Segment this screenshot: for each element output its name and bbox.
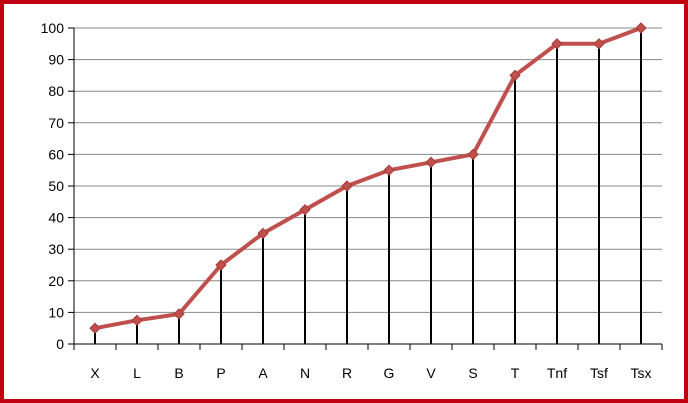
x-tick-label: Tsx [631,365,652,381]
x-tick-label: B [174,365,183,381]
data-point-L [131,314,143,327]
data-point-Tnf [551,38,563,50]
x-tick-label: R [342,365,352,381]
x-tick-label: G [384,365,395,381]
y-tick-label: 50 [48,178,64,194]
data-point-B [173,308,185,320]
gridlines [74,27,662,313]
y-tick-label: 40 [48,210,64,226]
x-tick-label: L [133,365,141,381]
data-point-G [383,164,395,176]
y-tick-label: 100 [41,20,65,36]
data-point-R [341,180,353,192]
y-tick-label: 10 [48,304,64,320]
data-point-S [467,148,479,161]
series-line [93,26,643,331]
data-point-V [425,156,437,169]
data-point-P [215,259,227,271]
x-tick-label: S [468,365,477,381]
drop-lines [94,28,642,344]
x-tick-label: A [258,365,268,381]
y-tick-label: 30 [48,241,64,257]
x-tick-label: P [216,365,225,381]
data-point-X [89,322,101,334]
data-point-Tsx [635,22,647,34]
y-tick-label: 80 [48,83,64,99]
y-tick-label: 60 [48,146,64,162]
x-tick-label: Tnf [547,365,567,381]
data-point-T [509,69,521,82]
axes [68,27,663,350]
x-tick-label: N [300,365,310,381]
tick-labels: 0 10 20 30 40 50 60 70 80 90 100 X L B P A N R G V S T Tnf Tsf T… [41,20,652,381]
data-point-N [299,203,311,216]
data-point-A [257,227,269,240]
x-tick-label: V [426,365,436,381]
y-tick-label: 20 [48,273,64,289]
y-tick-label: 90 [48,52,64,68]
x-tick-label: T [511,365,520,381]
series [89,22,647,334]
data-point-Tsf [593,38,605,50]
y-tick-label: 70 [48,115,64,131]
x-tick-label: X [90,365,100,381]
x-tick-label: Tsf [590,365,608,381]
y-tick-label: 0 [56,336,64,352]
